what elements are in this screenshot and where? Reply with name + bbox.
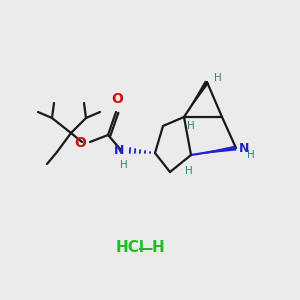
Text: —: —	[137, 241, 153, 256]
Text: H: H	[187, 121, 195, 131]
Text: N: N	[114, 143, 124, 157]
Text: O: O	[74, 136, 86, 150]
Text: O: O	[111, 92, 123, 106]
Text: N: N	[239, 142, 249, 155]
Text: H: H	[247, 150, 255, 160]
Text: H: H	[185, 166, 193, 176]
Polygon shape	[191, 146, 236, 155]
Text: H: H	[214, 73, 222, 83]
Text: H: H	[120, 160, 128, 170]
Text: HCl: HCl	[116, 241, 145, 256]
Polygon shape	[184, 81, 209, 117]
Text: H: H	[152, 241, 164, 256]
